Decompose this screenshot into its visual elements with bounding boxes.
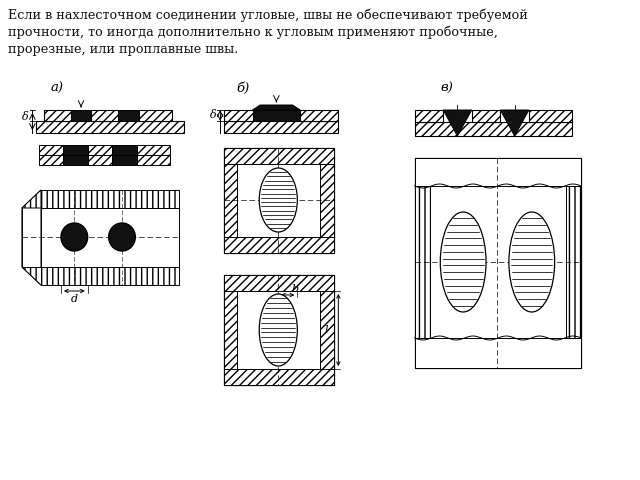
Bar <box>113 145 137 155</box>
Ellipse shape <box>61 223 88 251</box>
Bar <box>137 145 170 155</box>
Ellipse shape <box>259 294 298 366</box>
Bar <box>113 155 137 165</box>
Text: δ: δ <box>22 111 29 121</box>
Bar <box>224 164 237 237</box>
Polygon shape <box>22 190 41 208</box>
Text: δ: δ <box>209 110 216 120</box>
Bar <box>415 110 443 122</box>
Bar <box>224 369 333 385</box>
Bar <box>63 145 88 155</box>
Bar <box>224 110 253 121</box>
Bar <box>88 145 113 155</box>
Bar <box>224 275 333 291</box>
Text: б): б) <box>236 82 250 95</box>
Bar <box>39 145 63 155</box>
Bar <box>415 122 572 136</box>
Text: b: b <box>292 284 299 294</box>
Polygon shape <box>443 110 472 136</box>
Bar <box>139 110 173 121</box>
Polygon shape <box>22 267 41 285</box>
Text: в): в) <box>440 82 453 95</box>
Ellipse shape <box>440 212 486 312</box>
Bar <box>529 110 572 122</box>
Text: l: l <box>325 325 328 335</box>
Bar <box>44 110 70 121</box>
Bar <box>415 186 430 338</box>
Bar <box>253 110 300 121</box>
Bar <box>224 275 333 385</box>
Bar <box>41 267 179 285</box>
Bar <box>415 338 581 368</box>
Bar <box>472 110 500 122</box>
Bar <box>224 148 333 164</box>
Ellipse shape <box>259 168 298 232</box>
Bar <box>39 155 63 165</box>
Bar <box>92 110 118 121</box>
Bar <box>88 155 113 165</box>
Bar <box>41 190 179 208</box>
Bar <box>36 121 184 133</box>
Bar <box>300 110 339 121</box>
Bar <box>566 186 581 338</box>
Bar <box>63 155 88 165</box>
Text: Если в нахлесточном соединении угловые, швы не обеспечивают требуемой
прочности,: Если в нахлесточном соединении угловые, … <box>8 8 527 56</box>
Bar <box>415 158 581 368</box>
Bar <box>137 155 170 165</box>
Bar <box>320 291 333 369</box>
Text: а): а) <box>51 82 63 95</box>
Bar <box>415 158 581 186</box>
Bar <box>224 237 333 253</box>
Bar <box>70 110 92 121</box>
Polygon shape <box>22 190 41 285</box>
Ellipse shape <box>509 212 555 312</box>
Bar <box>41 208 179 267</box>
Text: d: d <box>71 294 78 304</box>
Bar <box>224 291 237 369</box>
Bar <box>320 164 333 237</box>
Ellipse shape <box>109 223 135 251</box>
Bar <box>118 110 139 121</box>
Bar <box>224 148 333 253</box>
Polygon shape <box>253 105 300 110</box>
Polygon shape <box>500 110 529 136</box>
Bar <box>224 121 339 133</box>
